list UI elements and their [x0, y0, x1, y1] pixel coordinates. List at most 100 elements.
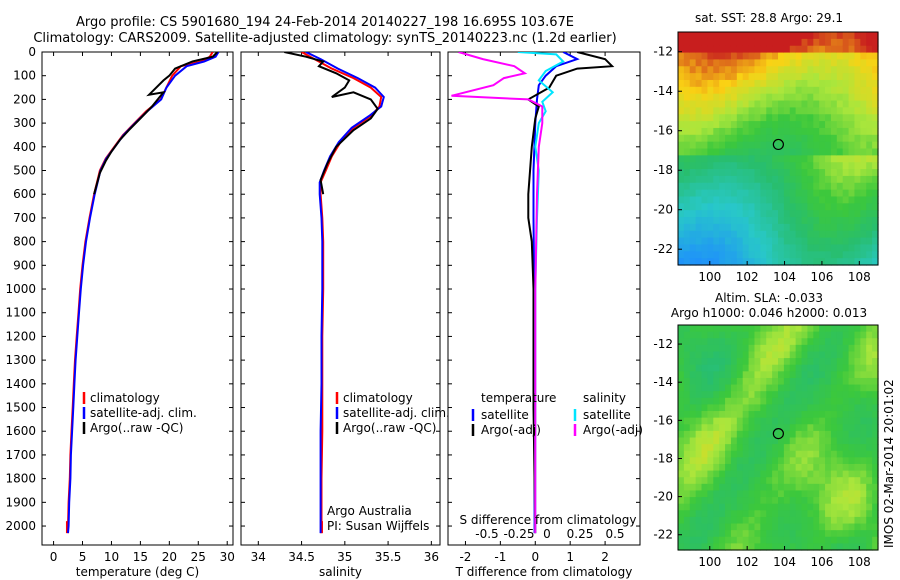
sst-map-cell	[742, 100, 750, 108]
sla-map-cell	[719, 364, 726, 372]
sla-map-cell	[872, 331, 879, 339]
sst-map-cell	[819, 203, 826, 211]
sst-map-cell	[778, 175, 785, 184]
sla-map-cell	[830, 338, 838, 346]
sst-map-cell	[683, 114, 691, 122]
y-tick-label: 1300	[5, 353, 36, 367]
sla-map-cell	[695, 477, 703, 485]
sst-map-cell	[836, 59, 844, 67]
sla-map-cell	[813, 344, 820, 353]
sst-map-cell	[819, 121, 826, 129]
sla-map-cell	[825, 444, 832, 452]
sst-map-cell	[848, 93, 856, 102]
sst-map-cell	[713, 244, 720, 252]
sla-map-cell	[813, 358, 820, 366]
sst-map-cell	[689, 93, 697, 102]
sla-map-cell	[748, 510, 756, 518]
sst-map-cell	[719, 258, 726, 266]
sst-map-cell	[778, 59, 785, 67]
sla-map-cell	[795, 463, 803, 472]
sst-map-cell	[719, 196, 726, 204]
sst-map-cell	[801, 196, 809, 204]
sst-map-cell	[701, 148, 709, 156]
sla-map-cell	[725, 444, 732, 452]
sla-map-cell	[795, 523, 803, 531]
sla-map-cell	[866, 430, 873, 439]
sst-map-cell	[801, 244, 809, 252]
sst-map-cell	[819, 175, 826, 184]
sst-map-cell	[783, 258, 791, 266]
sla-map-cell	[772, 503, 779, 511]
sst-map-cell	[678, 251, 685, 259]
sst-map-cell	[789, 251, 797, 259]
sst-map-cell	[836, 189, 844, 198]
sst-map-cell	[707, 52, 714, 61]
sla-map-cell	[830, 503, 838, 511]
sst-map-cell	[748, 189, 756, 198]
sla-map-cell	[848, 497, 856, 505]
sla-map-cell	[807, 444, 814, 452]
sla-map-cell	[860, 530, 867, 538]
sst-map-cell	[689, 134, 697, 143]
sst-map-cell	[730, 73, 738, 81]
sst-map-cell	[760, 121, 767, 129]
sla-map-cell	[725, 477, 732, 485]
sst-map-cell	[795, 230, 803, 239]
sst-map-cell	[689, 203, 697, 211]
sla-map-cell	[830, 477, 838, 485]
sst-map-cell	[807, 223, 814, 232]
sla-map-cell	[795, 450, 803, 458]
sla-map-cell	[730, 463, 738, 472]
sla-map-cell	[807, 384, 814, 392]
sst-map-cell	[766, 189, 773, 198]
sla-map-cell	[848, 358, 856, 366]
sdiff-axis-label: S difference from climatology	[460, 513, 637, 527]
sst-map-cell	[825, 32, 832, 40]
sst-map-cell	[842, 155, 850, 163]
sla-map-cell	[813, 424, 820, 432]
sst-map-cell	[754, 162, 761, 170]
sla-map-cell	[766, 391, 773, 399]
sst-map-cell	[813, 251, 820, 259]
sla-map-cell	[742, 325, 750, 333]
sla-map-cell	[760, 483, 767, 492]
sst-map-cell	[854, 59, 861, 67]
sst-map-cell	[795, 45, 803, 54]
sst-map-cell	[801, 32, 809, 40]
sla-map-cell	[842, 377, 850, 386]
sla-map-cell	[760, 364, 767, 372]
sla-map-cell	[848, 377, 856, 386]
sla-map-cell	[736, 523, 744, 531]
sst-map-cell	[866, 100, 873, 108]
sla-map-cell	[678, 411, 685, 419]
sla-map-cell	[848, 351, 856, 359]
sst-map-cell	[766, 251, 773, 259]
sla-map-cell	[783, 404, 791, 412]
pi-label: PI: Susan Wijffels	[327, 519, 429, 533]
sla-map-cell	[730, 417, 738, 425]
sst-map-cell	[848, 258, 856, 266]
sla-map-cell	[748, 377, 756, 386]
sla-map-cell	[825, 371, 832, 379]
sla-map-xtick-label: 100	[698, 555, 721, 569]
sla-map-cell	[748, 338, 756, 346]
sla-map-cell	[795, 325, 803, 333]
sst-map-cell	[736, 169, 744, 177]
sla-map-cell	[866, 424, 873, 432]
sst-map-cell	[842, 141, 850, 150]
sst-map-cell	[748, 141, 756, 150]
sst-map-cell	[860, 244, 867, 252]
sst-map-cell	[678, 210, 685, 218]
sst-map-cell	[766, 223, 773, 232]
sst-map-cell	[795, 217, 803, 225]
sla-map-cell	[872, 516, 879, 525]
sst-map-cell	[707, 38, 714, 47]
sla-map-cell	[813, 470, 820, 478]
sst-map-cell	[830, 134, 838, 143]
sla-map-cell	[748, 490, 756, 498]
sst-map-cell	[801, 127, 809, 136]
sla-map-cell	[854, 497, 861, 505]
sla-map-cell	[760, 397, 767, 406]
sla-map-cell	[830, 364, 838, 372]
sst-map-cell	[766, 38, 773, 47]
